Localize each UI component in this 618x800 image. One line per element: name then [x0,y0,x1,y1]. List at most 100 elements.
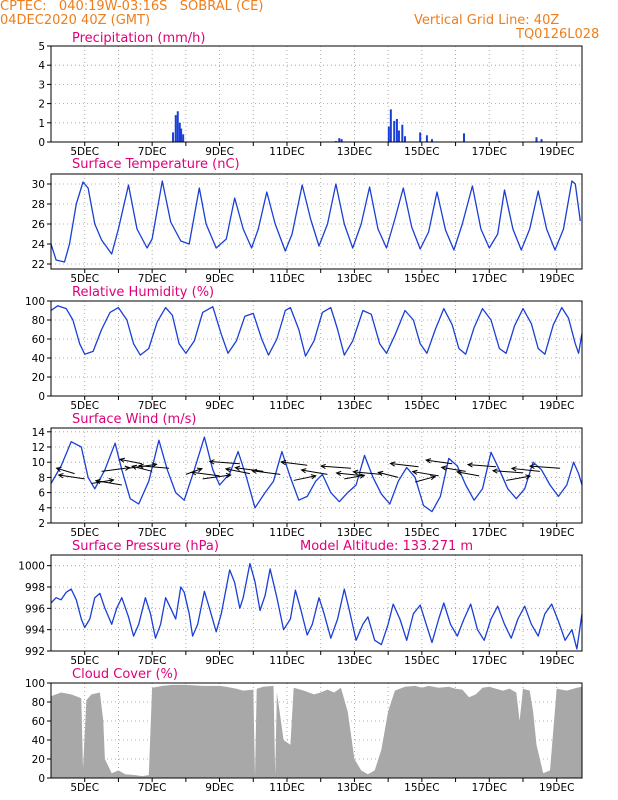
x-tick-label: 13DEC [337,146,372,158]
x-tick-label: 7DEC [138,273,167,285]
y-tick-label: 60 [32,716,45,728]
y-tick-label: 100 [25,296,45,308]
wind-arrow [414,476,436,483]
precip-bar [419,132,422,142]
x-tick-label: 17DEC [472,527,507,539]
panel-frame [50,554,583,652]
x-tick-label: 11DEC [269,655,304,667]
precip-bar [395,118,398,142]
wind-arrow-head [466,462,473,468]
series-line [50,305,583,357]
wind-arrow [457,471,480,477]
panel-3: 2 4 6 8 10 12 14 5DEC 7DEC 9DEC 11DEC 13DEC 15DEC 17D… [32,412,583,539]
x-tick-label: 19DEC [539,400,574,412]
y-tick-label: 2 [38,518,45,530]
precip-bar [338,138,341,142]
series-line [50,180,581,263]
y-tick-label: 100 [25,678,45,690]
y-tick-label: 4 [38,60,45,72]
wind-arrow [252,470,281,475]
precip-bar [463,133,465,142]
x-tick-label: 11DEC [269,146,304,158]
panel-1: 22 24 26 28 30 5DEC 7DEC 9DEC 11DEC 13DEC 15DEC 17D… [32,157,583,285]
wind-arrow-head [208,459,215,465]
x-tick-label: 7DEC [138,527,167,539]
x-tick-label: 9DEC [205,655,234,667]
panel-title: Relative Humidity (%) [72,285,214,300]
x-tick-label: 11DEC [269,782,304,794]
x-tick-label: 5DEC [70,146,99,158]
y-tick-label: 40 [32,735,45,747]
y-tick-label: 30 [32,179,45,191]
x-tick-label: 11DEC [269,527,304,539]
wind-arrow-head [425,458,432,464]
x-tick-label: 9DEC [205,273,234,285]
x-tick-label: 19DEC [539,146,574,158]
y-tick-label: 22 [32,259,45,271]
wind-arrow [209,461,240,465]
series-line [50,562,583,650]
wind-arrow [132,465,153,472]
x-tick-label: 15DEC [404,146,439,158]
wind-arrow [412,471,439,477]
precip-bar [389,109,392,142]
x-tick-label: 17DEC [472,273,507,285]
y-tick-label: 24 [32,239,46,251]
wind-arrow [101,467,130,472]
wind-arrow [293,475,316,481]
x-tick-label: 13DEC [337,655,372,667]
panel-5: 0 20 40 60 80 100 5DEC 7DEC 9DEC 11DEC 13DEC 15DEC 1… [25,667,583,794]
wind-arrow-head [251,468,258,474]
wind-arrow-head [430,475,437,481]
x-tick-label: 15DEC [404,782,439,794]
precip-bar [182,134,185,142]
y-tick-label: 80 [32,697,45,709]
wind-arrow-head [352,469,359,475]
y-tick-label: 10 [32,457,45,469]
y-tick-label: 40 [32,353,45,365]
x-tick-label: 19DEC [539,655,574,667]
wind-arrow [58,474,85,480]
wind-arrow-head [94,478,101,485]
wind-arrow-head [137,463,144,469]
x-tick-label: 5DEC [70,273,99,285]
panel-4: 992 994 996 998 1000 5DEC 7DEC 9DEC 11DEC 13DEC 15… [18,539,583,667]
precip-bar [393,120,396,142]
x-tick-label: 7DEC [138,782,167,794]
wind-arrow [202,474,231,480]
panel-2: 0 20 40 60 80 100 5DEC 7DEC 9DEC 11DEC 13DEC 15DEC 1… [25,285,583,412]
y-tick-label: 1000 [18,561,45,573]
wind-arrow [138,465,170,469]
y-tick-label: 8 [38,472,45,484]
y-tick-label: 994 [25,625,45,637]
precip-bar [172,132,175,142]
x-tick-label: 5DEC [70,527,99,539]
wind-arrow-head [510,466,517,472]
panel-title: Surface Pressure (hPa) [72,539,219,554]
panel-title: Surface Temperature (nC) [72,157,240,172]
panel-frame [50,300,583,397]
wind-arrow [378,471,399,478]
x-tick-label: 17DEC [472,146,507,158]
x-tick-label: 5DEC [70,400,99,412]
wind-arrow [281,461,308,466]
wind-arrow [530,465,561,469]
wind-arrow-head [528,463,535,470]
wind-arrow-head [491,468,498,474]
y-tick-label: 14 [32,427,46,439]
y-tick-label: 996 [25,603,45,615]
wind-arrow [235,467,264,472]
wind-arrow [56,467,75,475]
precip-bar [535,137,538,142]
x-tick-label: 13DEC [337,273,372,285]
wind-arrow-head [225,472,232,479]
wind-arrow [336,472,365,477]
x-tick-label: 9DEC [205,146,234,158]
precip-bar [340,139,343,142]
wind-arrow [225,468,251,475]
wind-arrow-head [300,468,307,474]
y-tick-label: 1 [38,118,45,130]
wind-arrow-head [335,470,342,477]
wind-arrow-head [196,467,203,473]
